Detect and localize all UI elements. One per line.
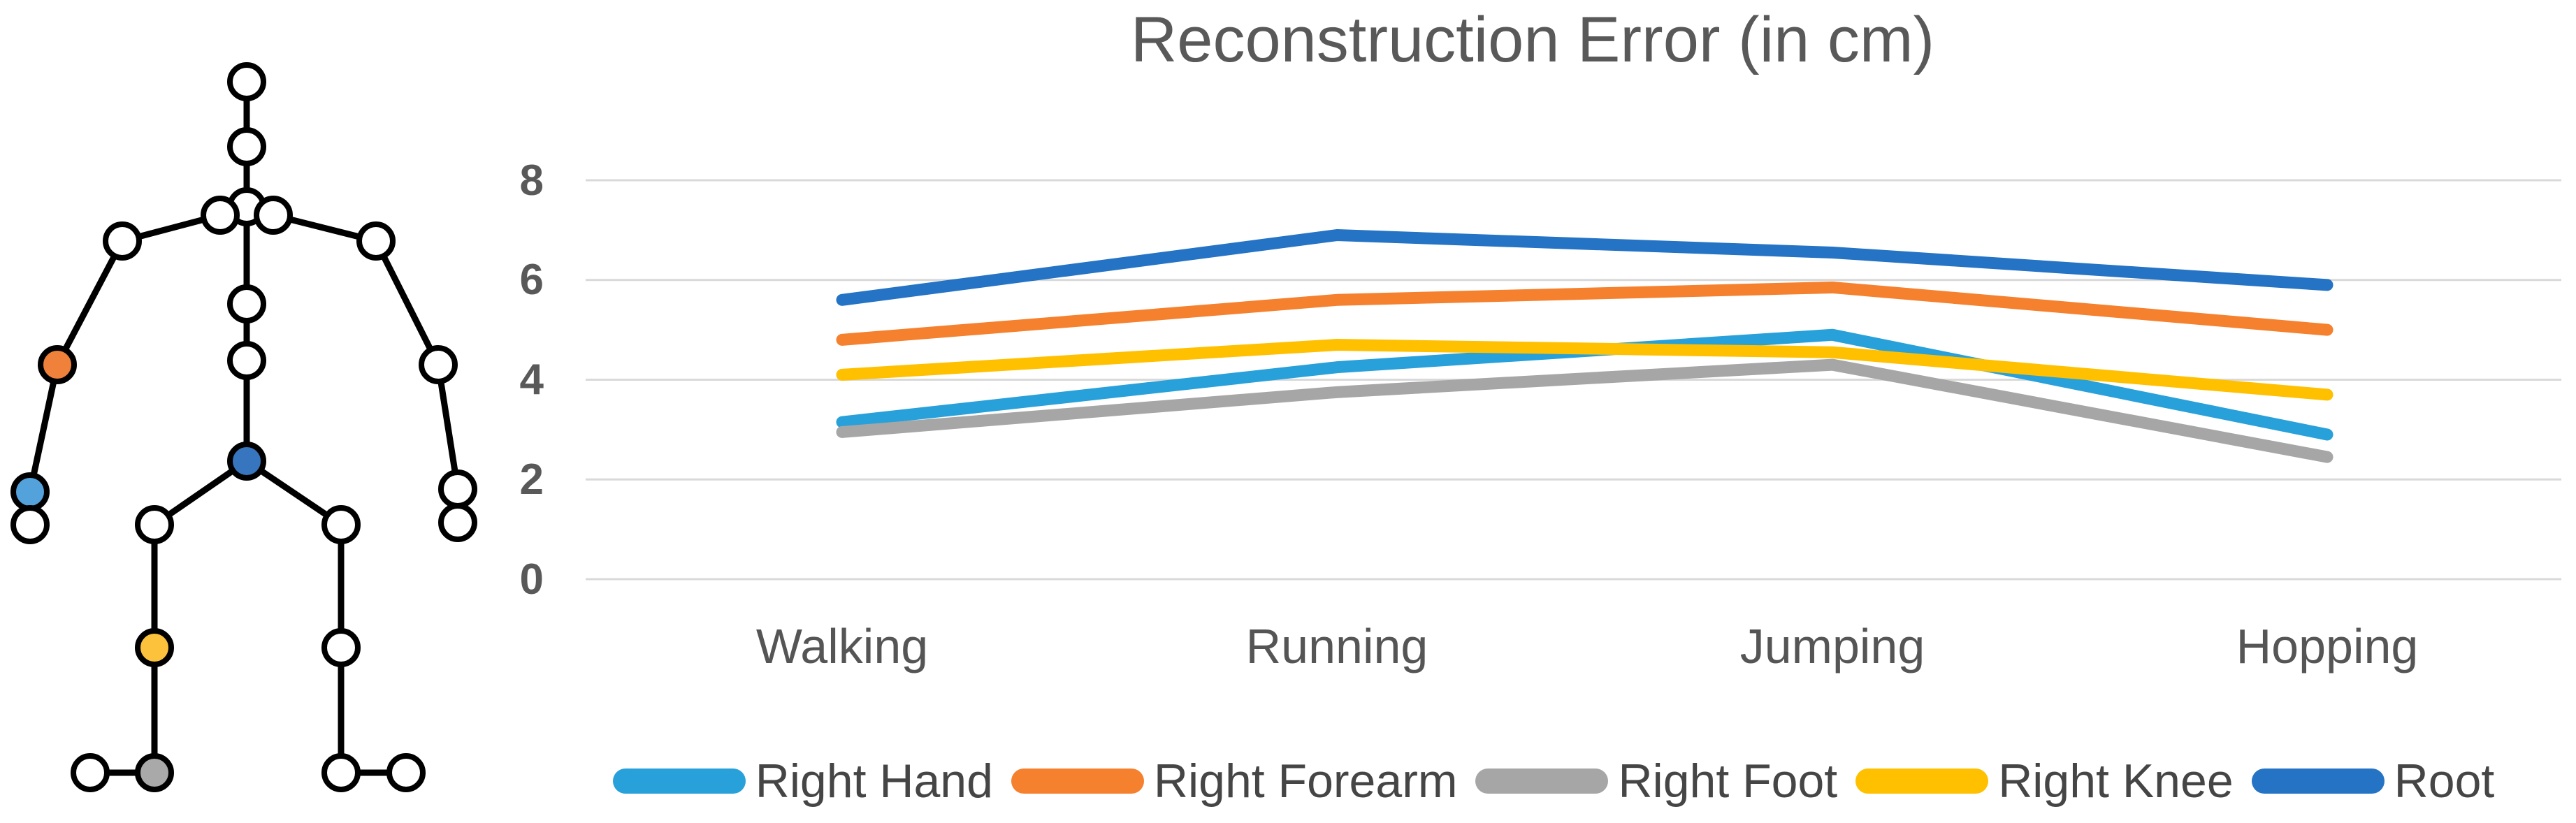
joint-right-elbow-highlighted: [38, 345, 77, 384]
joint-left-elbow: [419, 345, 458, 384]
legend-label: Right Forearm: [1153, 755, 1458, 808]
joint-right-hip: [135, 505, 174, 544]
joint-left-clavicle: [254, 196, 293, 235]
series-lines: [836, 229, 2333, 463]
y-tick-label-8: 8: [519, 156, 544, 205]
legend-swatch-icon: [1475, 769, 1609, 794]
joint-right-toe: [71, 753, 110, 792]
x-category-label-walking: Walking: [755, 619, 929, 673]
joint-root-highlighted: [227, 442, 266, 481]
y-tick-label-0: 0: [519, 555, 544, 604]
joint-right-clavicle: [201, 196, 240, 235]
chart-legend: Right Hand Right Forearm Right Foot Right K…: [531, 749, 2576, 813]
legend-swatch-icon: [1855, 769, 1989, 794]
joint-right-shoulder: [103, 221, 142, 261]
series-line-right-foot: [836, 358, 2333, 463]
joint-spine-lower: [227, 341, 266, 380]
joint-right-hand: [10, 505, 50, 544]
skeleton-joints: [10, 62, 477, 792]
series-line-right-forearm: [836, 281, 2333, 346]
joint-left-hip: [321, 505, 361, 544]
joint-left-ankle: [321, 753, 361, 792]
legend-item-right-hand: Right Hand: [612, 754, 993, 808]
joint-right-ankle-highlighted: [135, 753, 174, 792]
legend-label: Root: [2394, 755, 2495, 808]
x-category-label-running: Running: [1245, 619, 1428, 673]
joint-left-knee: [321, 628, 361, 667]
skeleton-diagram: [10, 62, 477, 792]
joint-right-knee-highlighted: [135, 628, 174, 667]
legend-label: Right Hand: [755, 755, 993, 808]
joint-head: [227, 62, 266, 101]
legend-item-right-knee: Right Knee: [1855, 754, 2234, 808]
legend-swatch-icon: [1011, 769, 1144, 794]
joint-neck: [227, 127, 266, 166]
legend-item-root: Root: [2251, 754, 2495, 808]
skeleton-bone: [435, 361, 461, 493]
series-line-right-knee: [836, 339, 2333, 401]
legend-label: Right Foot: [1618, 755, 1838, 808]
legend-label: Right Knee: [1998, 755, 2234, 808]
chart-title: Reconstruction Error (in cm): [1130, 4, 1935, 75]
x-category-label-hopping: Hopping: [2236, 619, 2419, 673]
skeleton-bone: [54, 238, 126, 368]
y-tick-label-2: 2: [519, 455, 544, 504]
skeleton-bone: [27, 361, 61, 495]
legend-item-right-foot: Right Foot: [1475, 754, 1837, 808]
x-category-label-jumping: Jumping: [1739, 619, 1925, 673]
legend-swatch-icon: [612, 769, 746, 794]
skeleton-bone: [372, 238, 442, 368]
joint-left-toe: [386, 753, 426, 792]
joint-spine-mid: [227, 284, 266, 323]
legend-item-right-forearm: Right Forearm: [1011, 754, 1458, 808]
joint-left-shoulder: [356, 221, 396, 261]
y-tick-label-4: 4: [519, 356, 544, 404]
legend-swatch-icon: [2251, 769, 2385, 794]
joint-left-hand: [438, 503, 477, 542]
series-line-root: [836, 229, 2333, 306]
y-tick-label-6: 6: [519, 256, 544, 305]
